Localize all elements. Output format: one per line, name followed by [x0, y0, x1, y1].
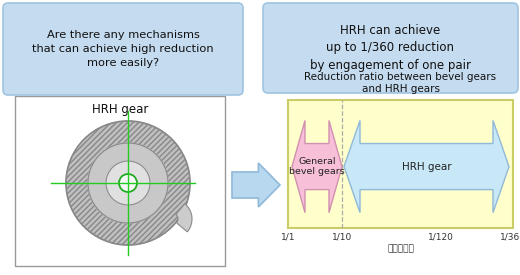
Text: 1/360: 1/360 — [500, 233, 520, 242]
Circle shape — [88, 143, 168, 223]
FancyBboxPatch shape — [3, 3, 243, 95]
Text: HRH gear: HRH gear — [92, 103, 148, 117]
Text: Are there any mechanisms
that can achieve high reduction
more easily?: Are there any mechanisms that can achiev… — [32, 31, 214, 68]
Text: HRH gear: HRH gear — [401, 161, 451, 172]
Wedge shape — [176, 204, 192, 232]
Text: Reduction ratio between bevel gears
and HRH gears: Reduction ratio between bevel gears and … — [304, 72, 497, 94]
Circle shape — [66, 121, 190, 245]
Bar — [15, 96, 225, 266]
Wedge shape — [66, 121, 190, 245]
Polygon shape — [232, 163, 280, 207]
Circle shape — [106, 161, 150, 205]
FancyBboxPatch shape — [263, 3, 518, 93]
Polygon shape — [344, 120, 509, 213]
Bar — [288, 100, 513, 228]
Text: General
bevel gears: General bevel gears — [289, 157, 345, 176]
Text: ［減速比］: ［減速比］ — [387, 244, 414, 253]
Text: 1/120: 1/120 — [428, 233, 454, 242]
Polygon shape — [292, 120, 342, 213]
Circle shape — [119, 174, 137, 192]
Text: 1/1: 1/1 — [281, 233, 295, 242]
Text: HRH can achieve
up to 1/360 reduction
by engagement of one pair: HRH can achieve up to 1/360 reduction by… — [310, 24, 471, 72]
Text: 1/10: 1/10 — [332, 233, 352, 242]
